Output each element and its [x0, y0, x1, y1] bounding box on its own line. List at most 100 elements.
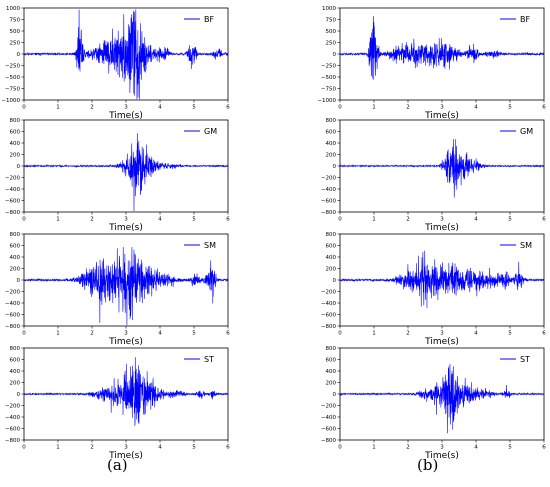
y-tick-label: 600	[10, 244, 21, 250]
y-tick-label: 200	[326, 267, 337, 273]
x-tick-label: 4	[474, 331, 478, 337]
x-tick-label: 0	[338, 445, 342, 451]
y-tick-label: −400	[321, 415, 337, 421]
x-axis-label: Time(s)	[108, 337, 143, 347]
y-tick-label: 800	[326, 346, 337, 352]
y-tick-label: −200	[321, 290, 337, 296]
y-tick-label: −800	[321, 324, 337, 330]
x-tick-label: 1	[372, 105, 376, 111]
y-tick-label: 750	[10, 18, 21, 24]
y-tick-label: −800	[5, 210, 21, 216]
y-tick-label: −1000	[317, 98, 336, 104]
x-tick-label: 2	[90, 331, 94, 337]
panel-label-b: (b)	[417, 456, 439, 474]
x-tick-label: 5	[192, 105, 196, 111]
y-tick-label: 600	[10, 358, 21, 364]
x-tick-label: 3	[124, 105, 128, 111]
y-tick-label: 0	[333, 164, 337, 170]
x-tick-label: 1	[56, 445, 60, 451]
y-tick-label: 800	[326, 118, 337, 124]
y-tick-label: 500	[10, 29, 21, 35]
x-tick-label: 2	[406, 331, 410, 337]
y-tick-label: 400	[326, 255, 337, 261]
x-tick-label: 1	[56, 331, 60, 337]
y-tick-label: 0	[17, 278, 21, 284]
x-tick-label: 4	[474, 445, 478, 451]
x-tick-label: 4	[158, 331, 162, 337]
legend-label: SM	[520, 241, 532, 250]
y-tick-label: −500	[321, 75, 337, 81]
y-tick-label: 0	[17, 164, 21, 170]
x-tick-label: 3	[124, 217, 128, 223]
y-tick-label: −600	[321, 313, 337, 319]
y-tick-label: 400	[326, 141, 337, 147]
x-tick-label: 6	[226, 217, 230, 223]
x-axis-label: Time(s)	[424, 223, 459, 233]
y-tick-label: −400	[321, 187, 337, 193]
y-tick-label: −500	[5, 75, 21, 81]
y-tick-label: −800	[5, 438, 21, 444]
y-tick-label: −200	[5, 290, 21, 296]
y-tick-label: 200	[10, 267, 21, 273]
y-tick-label: −250	[5, 64, 21, 70]
legend-label: ST	[520, 355, 530, 364]
signal-line	[339, 250, 545, 309]
y-tick-label: 0	[333, 52, 337, 58]
x-tick-label: 1	[372, 445, 376, 451]
x-tick-label: 6	[542, 445, 546, 451]
signal-line	[23, 247, 229, 326]
y-tick-label: 600	[326, 358, 337, 364]
x-tick-label: 1	[56, 105, 60, 111]
signal-line	[23, 133, 229, 212]
x-axis-label: Time(s)	[108, 111, 143, 121]
y-tick-label: 0	[333, 392, 337, 398]
x-tick-label: 4	[158, 445, 162, 451]
x-tick-label: 5	[192, 445, 196, 451]
x-tick-label: 4	[158, 217, 162, 223]
x-tick-label: 6	[542, 105, 546, 111]
signal-line	[339, 363, 545, 434]
y-tick-label: 200	[326, 153, 337, 159]
x-tick-label: 6	[226, 105, 230, 111]
signal-line	[339, 139, 545, 198]
y-tick-label: 800	[326, 232, 337, 238]
y-tick-label: −400	[5, 301, 21, 307]
x-tick-label: 5	[192, 217, 196, 223]
x-tick-label: 6	[542, 331, 546, 337]
x-tick-label: 2	[406, 445, 410, 451]
x-tick-label: 5	[508, 331, 512, 337]
x-tick-label: 0	[22, 331, 26, 337]
y-tick-label: 0	[333, 278, 337, 284]
y-tick-label: 0	[17, 52, 21, 58]
y-tick-label: 500	[326, 29, 337, 35]
x-tick-label: 4	[474, 105, 478, 111]
panel-label-a: (a)	[107, 456, 128, 474]
x-axis-label: Time(s)	[108, 223, 143, 233]
y-tick-label: −800	[321, 210, 337, 216]
x-tick-label: 0	[22, 445, 26, 451]
y-tick-label: −800	[5, 324, 21, 330]
legend-label: BF	[204, 15, 214, 24]
x-tick-label: 2	[90, 217, 94, 223]
x-tick-label: 3	[440, 331, 444, 337]
x-tick-label: 3	[440, 105, 444, 111]
x-tick-label: 5	[192, 331, 196, 337]
y-tick-label: 600	[10, 130, 21, 136]
legend-label: BF	[520, 15, 530, 24]
x-tick-label: 6	[542, 217, 546, 223]
x-axis-label: Time(s)	[108, 451, 143, 461]
y-tick-label: 1000	[322, 6, 336, 12]
y-tick-label: −200	[5, 404, 21, 410]
y-tick-label: −600	[5, 427, 21, 433]
x-tick-label: 2	[90, 105, 94, 111]
y-tick-label: 400	[326, 369, 337, 375]
legend-label: GM	[204, 127, 217, 136]
x-axis-label: Time(s)	[424, 111, 459, 121]
x-tick-label: 1	[372, 331, 376, 337]
legend-label: ST	[204, 355, 214, 364]
y-tick-label: 600	[326, 130, 337, 136]
